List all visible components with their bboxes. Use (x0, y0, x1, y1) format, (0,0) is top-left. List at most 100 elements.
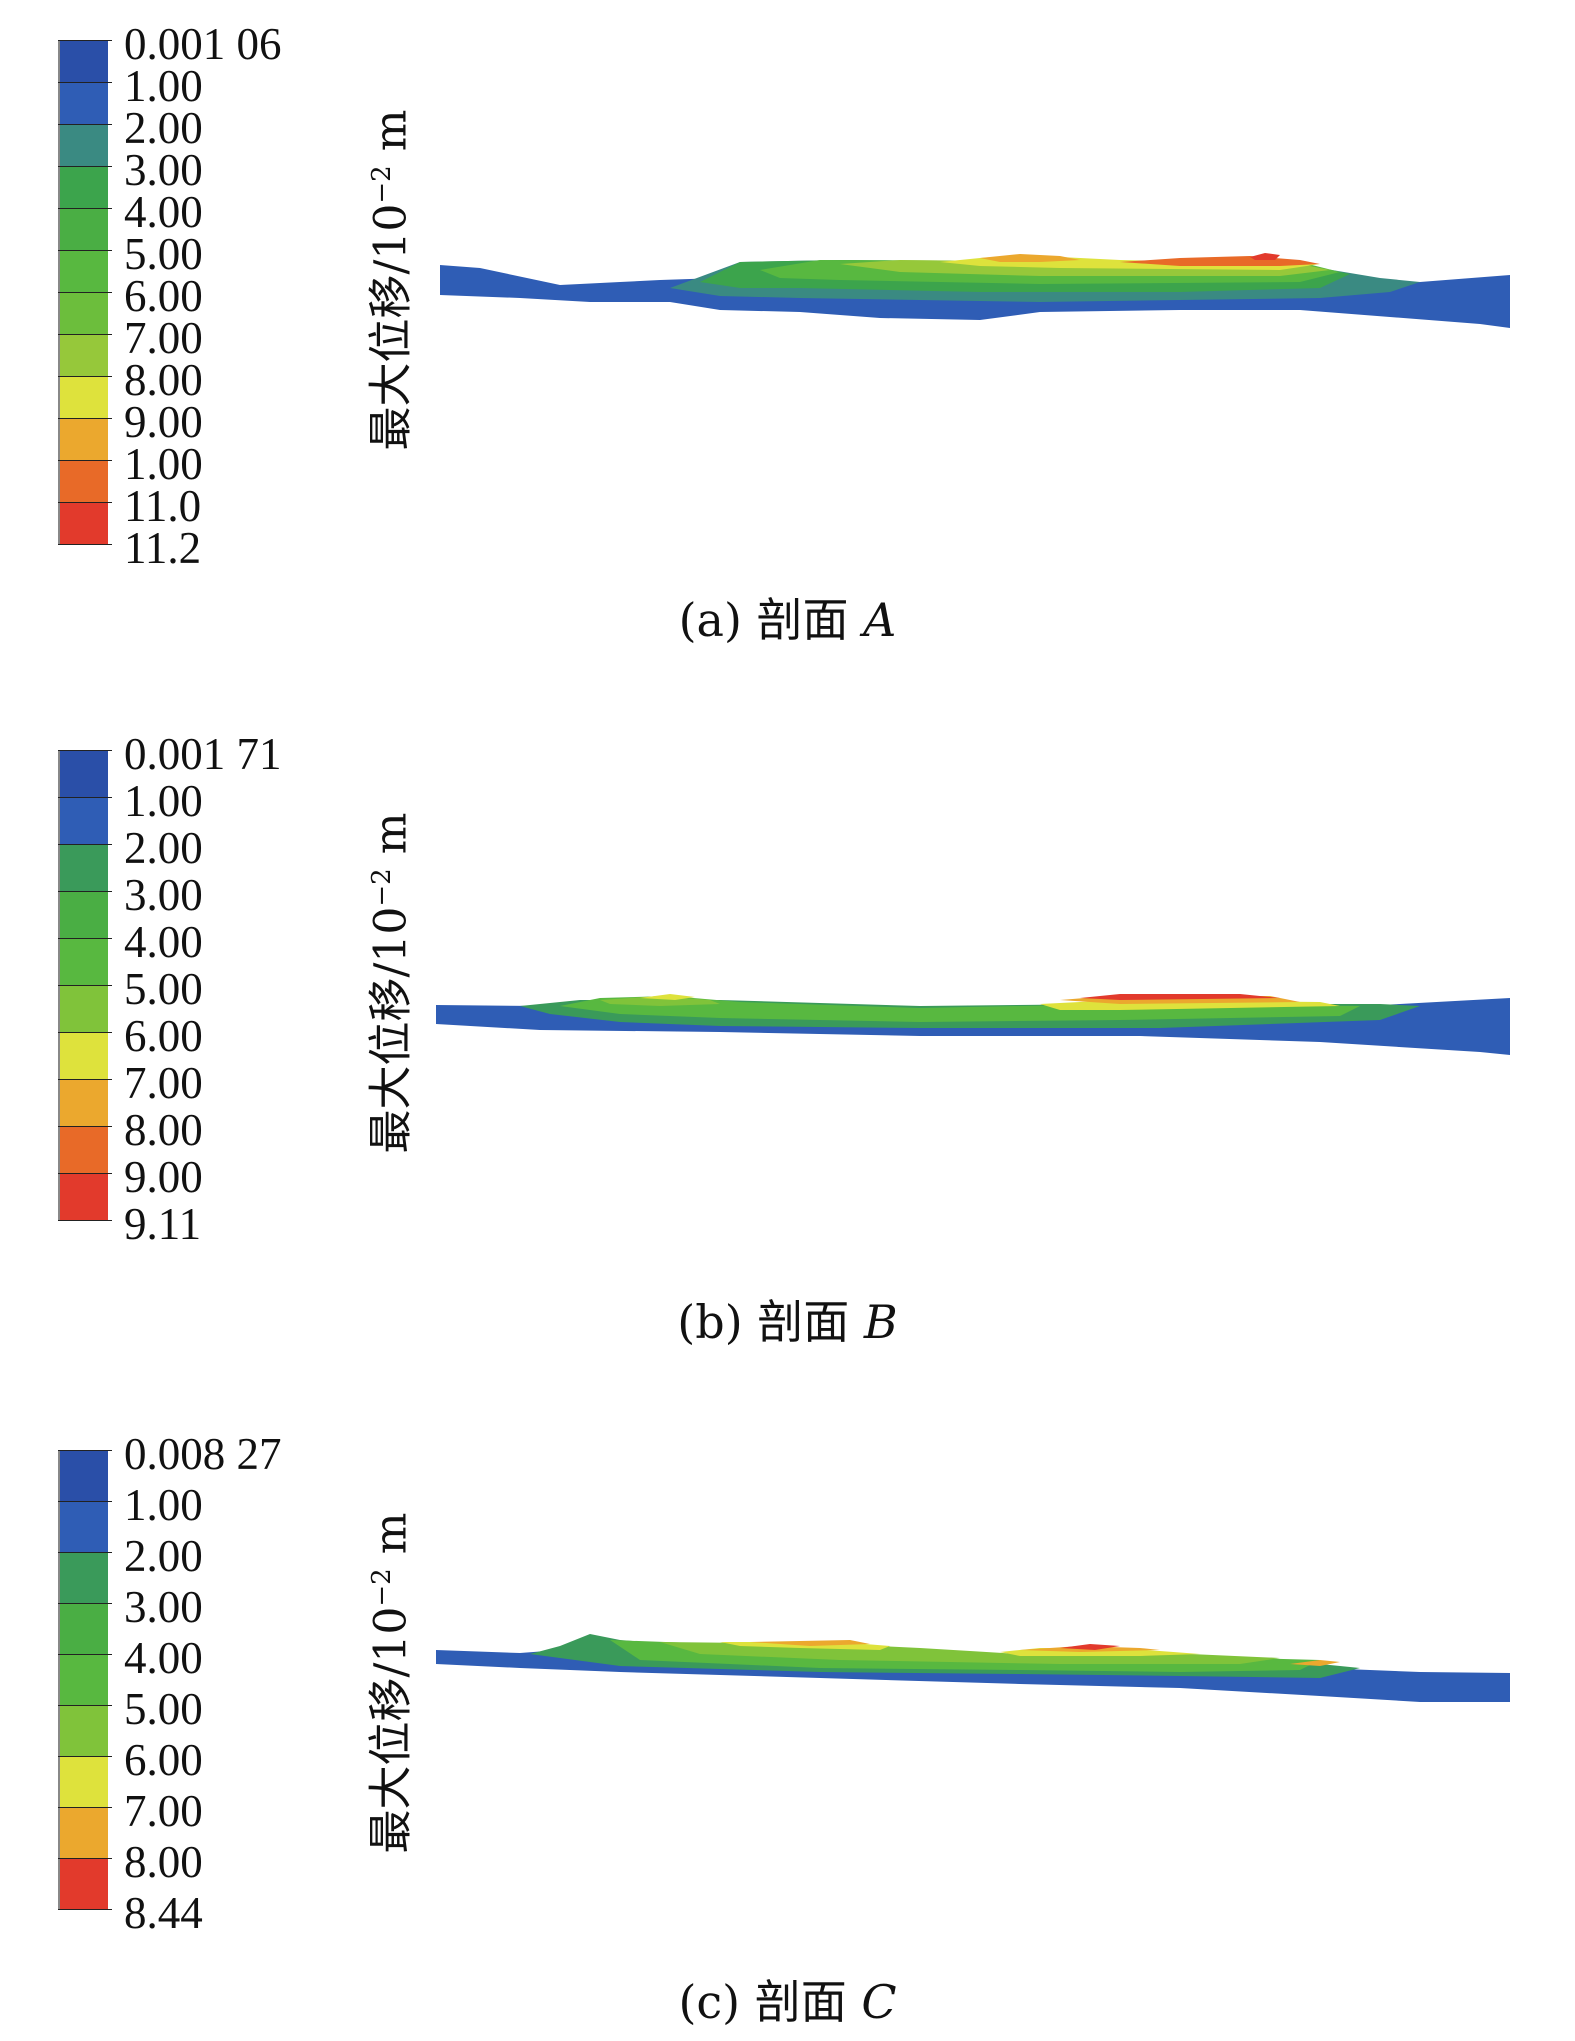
legend-swatch (58, 1858, 108, 1909)
legend-separator (58, 1603, 112, 1604)
legend-separator (58, 544, 112, 545)
legend-tick-label: 6.00 (124, 1735, 203, 1785)
legend-separator (58, 460, 112, 461)
legend-separator (58, 985, 112, 986)
legend-swatch (58, 208, 108, 250)
legend-separator (58, 750, 112, 751)
caption-c: (c) 剖面 C (678, 1975, 897, 2029)
legend-separator (58, 40, 112, 41)
legend-tick-label: 6.00 (124, 1011, 203, 1061)
legend-separator (58, 1220, 112, 1221)
legend-tick-label: 5.00 (124, 229, 203, 279)
legend-swatch (58, 124, 108, 166)
legend-separator (58, 797, 112, 798)
legend-tick-label: 1.00 (124, 439, 203, 489)
legend-tick-label: 2.00 (124, 823, 203, 873)
legend-separator (58, 1501, 112, 1502)
legend-separator (58, 166, 112, 167)
legend-swatch (58, 1654, 108, 1705)
legend-separator (58, 938, 112, 939)
legend-swatch (58, 250, 108, 292)
legend-tick-label: 2.00 (124, 1531, 203, 1581)
panel-c: 0.008 27 1.00 2.00 3.00 4.00 5.00 6.00 7.00 8.00… (0, 1400, 1575, 2041)
legend-swatch (58, 1126, 108, 1173)
legend-tick-label: 8.00 (124, 355, 203, 405)
legend-tick-label: 9.11 (124, 1199, 202, 1249)
legend-swatch (58, 40, 108, 82)
legend-b: 0.001 71 1.00 2.00 3.00 4.00 5.00 6.00 7.00 8.00… (58, 732, 282, 1247)
legend-swatch (58, 1705, 108, 1756)
legend-swatch (58, 376, 108, 418)
ylabel-b: 最大位移/10−2 m (365, 812, 417, 1154)
legend-separator (58, 250, 112, 251)
legend-separator (58, 376, 112, 377)
legend-separator (58, 1654, 112, 1655)
caption-a: (a) 剖面 A (678, 593, 897, 647)
legend-a: 0.001 06 1.00 2.00 3.00 4.00 5.00 6.00 7.00 8.00… (58, 22, 282, 571)
legend-swatch (58, 460, 108, 502)
legend-swatch (58, 1173, 108, 1220)
legend-tick-label: 6.00 (124, 271, 203, 321)
panel-b: 0.001 71 1.00 2.00 3.00 4.00 5.00 6.00 7.00 8.00… (0, 700, 1575, 1360)
legend-tick-label: 8.00 (124, 1105, 203, 1155)
legend-separator (58, 1705, 112, 1706)
layer-red-a (1250, 253, 1280, 260)
layer-red-c (1060, 1644, 1120, 1650)
legend-separator (58, 891, 112, 892)
legend-tick-label: 7.00 (124, 1786, 203, 1836)
caption-b: (b) 剖面 B (677, 1295, 898, 1349)
legend-separator (58, 124, 112, 125)
legend-tick-label: 11.2 (124, 523, 202, 573)
legend-tick-label: 5.00 (124, 1684, 203, 1734)
legend-separator (58, 292, 112, 293)
legend-swatch (58, 1032, 108, 1079)
legend-swatch (58, 891, 108, 938)
legend-separator (58, 1126, 112, 1127)
legend-swatch (58, 797, 108, 844)
legend-tick-label: 0.001 06 (124, 19, 282, 69)
legend-tick-label: 4.00 (124, 917, 203, 967)
legend-separator (58, 1756, 112, 1757)
legend-swatch (58, 502, 108, 544)
legend-separator (58, 1450, 112, 1451)
profile-section-a (440, 253, 1510, 328)
layer-yellow-b (640, 994, 695, 1000)
legend-tick-label: 9.00 (124, 1152, 203, 1202)
legend-swatch (58, 82, 108, 124)
legend-separator (58, 418, 112, 419)
layer-orange-c3 (1290, 1660, 1340, 1666)
legend-swatch (58, 1552, 108, 1603)
legend-tick-label: 11.0 (124, 481, 202, 531)
legend-tick-label: 3.00 (124, 870, 203, 920)
legend-tick-label: 0.008 27 (124, 1429, 282, 1479)
layer-red-b (1080, 994, 1280, 1000)
layer-orange-c (750, 1640, 870, 1646)
legend-tick-label: 4.00 (124, 187, 203, 237)
legend-tick-label: 9.00 (124, 397, 203, 447)
legend-swatch (58, 166, 108, 208)
layer-green-b (560, 996, 1360, 1022)
ylabel-c: 最大位移/10−2 m (365, 1512, 417, 1854)
legend-separator (58, 844, 112, 845)
legend-swatch (58, 292, 108, 334)
layer-orange-a (980, 254, 1080, 262)
legend-separator (58, 1858, 112, 1859)
legend-separator (58, 502, 112, 503)
legend-separator (58, 1807, 112, 1808)
legend-separator (58, 1909, 112, 1910)
legend-tick-label: 3.00 (124, 1582, 203, 1632)
legend-separator (58, 334, 112, 335)
legend-separator (58, 1552, 112, 1553)
profile-section-b (436, 994, 1510, 1055)
legend-tick-label: 7.00 (124, 313, 203, 363)
legend-swatch (58, 1603, 108, 1654)
legend-swatch (58, 334, 108, 376)
legend-tick-label: 2.00 (124, 103, 203, 153)
legend-tick-label: 5.00 (124, 964, 203, 1014)
legend-swatch (58, 1807, 108, 1858)
legend-tick-label: 7.00 (124, 1058, 203, 1108)
legend-swatch (58, 1501, 108, 1552)
legend-tick-label: 0.001 71 (124, 729, 282, 779)
legend-swatch (58, 1450, 108, 1501)
legend-tick-label: 8.44 (124, 1888, 203, 1938)
